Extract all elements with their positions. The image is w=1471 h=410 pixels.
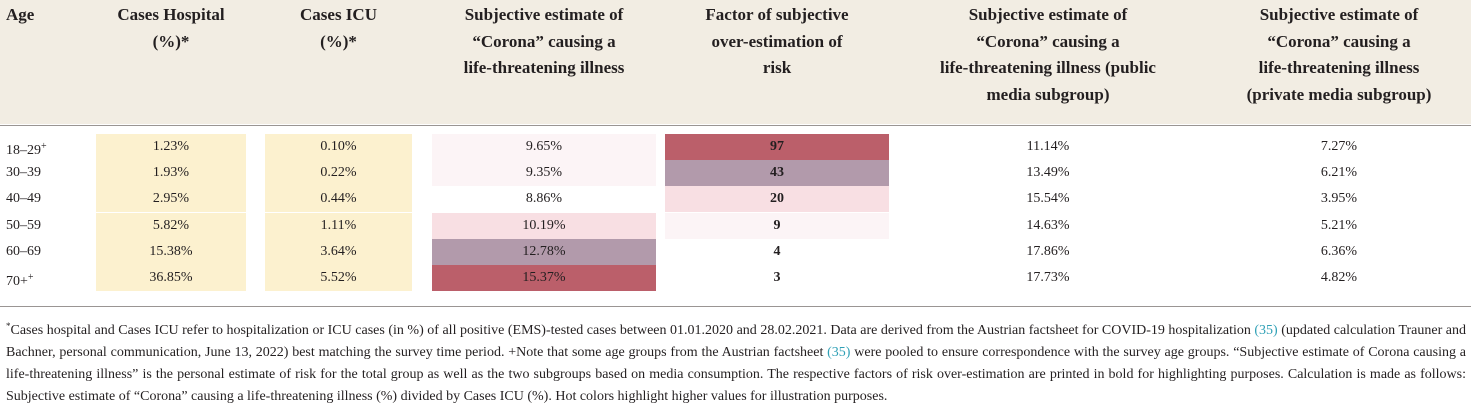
cases-icu-cell: 0.10%	[265, 134, 412, 160]
public-media-cell: 17.86%	[1026, 243, 1070, 259]
age-footnote-mark: +	[27, 272, 34, 283]
header-line: (%)*	[320, 31, 357, 51]
cases-icu-cell: 0.44%	[265, 186, 412, 213]
header-line: (private media subgroup)	[1246, 84, 1432, 104]
header-line: life-threatening illness	[463, 58, 625, 77]
overestimation-factor-cell: 97	[665, 134, 889, 160]
header-line: Subjective estimate of	[968, 5, 1128, 24]
age-cell: 30–39	[6, 160, 86, 186]
header-line: life-threatening illness	[1258, 58, 1420, 77]
table-footnote: *Cases hospital and Cases ICU refer to h…	[6, 320, 1466, 408]
subjective-estimate-cell: 12.78%	[432, 238, 656, 265]
table-header: Age Cases Hospital (%)* Cases ICU (%)* Sub…	[0, 0, 1471, 124]
header-line: (%)*	[152, 31, 190, 51]
age-label: 30–39	[6, 165, 41, 181]
footnote-mark: *	[6, 321, 11, 331]
header-line: Subjective estimate of	[464, 5, 624, 24]
age-label: 60–69	[6, 243, 41, 259]
age-cell: 18–29+	[6, 134, 86, 160]
header-cases-icu: Cases ICU (%)*	[265, 2, 412, 55]
footnote-reference-35[interactable]: (35)	[1254, 323, 1278, 338]
subjective-estimate-cell: 15.37%	[432, 265, 656, 291]
age-cell: 50–59	[6, 213, 86, 239]
table-row: 18–29+ 1.23% 0.10% 9.65% 97 11.14% 7.27%	[0, 134, 1471, 160]
cases-icu-cell: 3.64%	[265, 238, 412, 265]
age-label: 50–59	[6, 217, 41, 233]
header-cases-hospital: Cases Hospital (%)*	[96, 2, 246, 55]
cases-hospital-cell: 15.38%	[96, 238, 246, 265]
header-line: Subjective estimate of	[1259, 5, 1419, 24]
age-cell: 70++	[6, 265, 86, 291]
table-row: 40–49 2.95% 0.44% 8.86% 20 15.54% 3.95%	[0, 186, 1471, 213]
header-public-media: Subjective estimate of “Corona” causing a…	[898, 2, 1198, 108]
cases-hospital-cell: 1.93%	[96, 160, 246, 187]
subjective-estimate-cell: 10.19%	[432, 212, 656, 239]
header-line: Cases ICU	[300, 5, 377, 24]
header-line: Age	[6, 5, 35, 24]
header-rule	[0, 125, 1471, 126]
header-line: “Corona” causing a	[472, 31, 616, 51]
public-media-cell: 15.54%	[1026, 191, 1070, 207]
header-overestimation-factor: Factor of subjective over-estimation of ri…	[665, 2, 889, 82]
footnote-text-1: Cases hospital and Cases ICU refer to ho…	[10, 323, 1255, 338]
overestimation-factor-cell: 4	[665, 238, 889, 265]
subjective-estimate-cell: 8.86%	[432, 186, 656, 213]
overestimation-factor-cell: 20	[665, 186, 889, 213]
cases-icu-cell: 5.52%	[265, 265, 412, 291]
header-line: “Corona” causing a	[1267, 31, 1411, 51]
cases-icu-cell: 1.11%	[265, 212, 412, 239]
private-media-cell: 6.36%	[1320, 243, 1358, 259]
age-label: 18–29	[6, 143, 41, 158]
private-media-cell: 6.21%	[1320, 165, 1358, 181]
header-line: risk	[762, 58, 792, 77]
table-row: 60–69 15.38% 3.64% 12.78% 4 17.86% 6.36%	[0, 238, 1471, 265]
footnote-reference-35-second[interactable]: (35)	[827, 345, 851, 360]
table-row: 50–59 5.82% 1.11% 10.19% 9 14.63% 5.21%	[0, 212, 1471, 239]
public-media-cell: 13.49%	[1026, 165, 1070, 181]
footnote-text-3: were pooled to ensure correspondence wit…	[6, 345, 1467, 404]
private-media-cell: 3.95%	[1320, 191, 1358, 207]
overestimation-factor-cell: 9	[665, 212, 889, 239]
cases-hospital-cell: 36.85%	[96, 265, 246, 291]
age-cell: 40–49	[6, 186, 86, 212]
cases-icu-cell: 0.22%	[265, 160, 412, 187]
overestimation-factor-cell: 3	[665, 265, 889, 291]
public-media-cell: 14.63%	[1026, 217, 1070, 233]
table-row: 30–39 1.93% 0.22% 9.35% 43 13.49% 6.21%	[0, 160, 1471, 187]
private-media-cell: 7.27%	[1320, 139, 1358, 154]
public-media-cell: 11.14%	[1026, 139, 1070, 154]
age-label: 70+	[6, 274, 28, 289]
overestimation-factor-cell: 43	[665, 160, 889, 187]
header-private-media: Subjective estimate of “Corona” causing a…	[1210, 2, 1468, 108]
subjective-estimate-cell: 9.35%	[432, 160, 656, 187]
public-media-cell: 17.73%	[1026, 270, 1070, 285]
header-line: over-estimation of	[711, 31, 843, 51]
table-row: 70++ 36.85% 5.52% 15.37% 3 17.73% 4.82%	[0, 265, 1471, 291]
subjective-estimate-cell: 9.65%	[432, 134, 656, 160]
footnote-text-2: (updated calculation Trauner and Bachner…	[6, 323, 1467, 360]
cases-hospital-cell: 1.23%	[96, 134, 246, 160]
age-label: 40–49	[6, 191, 41, 207]
header-line: life-threatening illness (public	[940, 58, 1156, 77]
header-subjective-estimate: Subjective estimate of “Corona” causing a…	[432, 2, 656, 82]
cases-hospital-cell: 2.95%	[96, 186, 246, 213]
header-line: media subgroup)	[986, 84, 1110, 104]
header-line: “Corona” causing a	[976, 31, 1120, 51]
header-age: Age	[6, 2, 76, 29]
age-footnote-mark: +	[41, 141, 47, 152]
age-cell: 60–69	[6, 239, 86, 265]
table-bottom-rule	[0, 306, 1471, 307]
header-line: Factor of subjective	[705, 5, 849, 24]
private-media-cell: 4.82%	[1320, 270, 1358, 285]
header-line: Cases Hospital	[117, 5, 225, 24]
private-media-cell: 5.21%	[1320, 217, 1358, 233]
cases-hospital-cell: 5.82%	[96, 212, 246, 239]
